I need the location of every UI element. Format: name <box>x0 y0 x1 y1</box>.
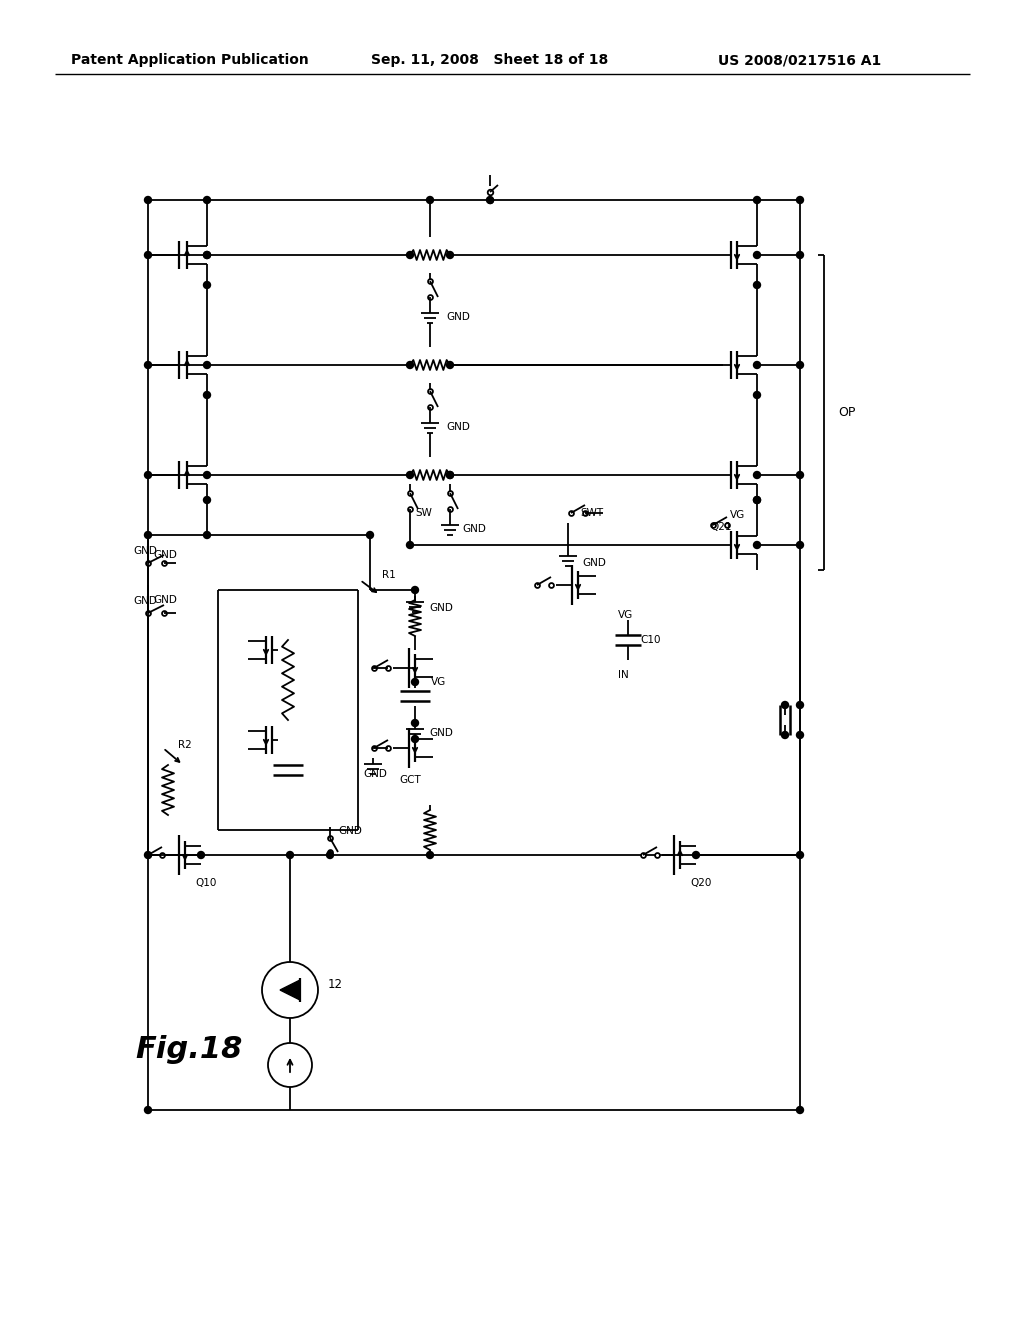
Circle shape <box>797 362 804 368</box>
Circle shape <box>781 701 788 709</box>
Circle shape <box>144 252 152 259</box>
Text: GND: GND <box>133 546 157 556</box>
Circle shape <box>204 471 211 479</box>
Circle shape <box>427 851 433 858</box>
Text: GND: GND <box>153 550 177 560</box>
Circle shape <box>412 719 419 726</box>
Circle shape <box>412 678 419 685</box>
Circle shape <box>446 471 454 479</box>
Text: GCT: GCT <box>399 775 421 785</box>
Text: GND: GND <box>133 597 157 606</box>
Circle shape <box>367 532 374 539</box>
Circle shape <box>446 362 454 368</box>
Circle shape <box>754 362 761 368</box>
Circle shape <box>754 541 761 549</box>
Circle shape <box>204 532 211 539</box>
Circle shape <box>144 532 152 539</box>
Circle shape <box>797 701 804 709</box>
Text: SW: SW <box>415 508 432 517</box>
Text: US 2008/0217516 A1: US 2008/0217516 A1 <box>719 53 882 67</box>
Text: GND: GND <box>362 770 387 779</box>
Circle shape <box>692 851 699 858</box>
Circle shape <box>797 197 804 203</box>
Circle shape <box>797 471 804 479</box>
Circle shape <box>204 252 211 259</box>
Circle shape <box>204 392 211 399</box>
Text: C10: C10 <box>640 635 660 645</box>
Circle shape <box>144 851 152 858</box>
Text: VG: VG <box>618 610 633 620</box>
Circle shape <box>754 197 761 203</box>
Text: Q20: Q20 <box>690 878 712 888</box>
Circle shape <box>144 471 152 479</box>
Circle shape <box>781 731 788 738</box>
Circle shape <box>427 197 433 203</box>
Circle shape <box>446 252 454 259</box>
Text: GND: GND <box>153 595 177 605</box>
Circle shape <box>797 851 804 858</box>
Circle shape <box>754 496 761 503</box>
Circle shape <box>797 731 804 738</box>
Circle shape <box>446 471 454 479</box>
Text: GND: GND <box>429 603 453 612</box>
Text: Patent Application Publication: Patent Application Publication <box>71 53 309 67</box>
Circle shape <box>407 362 414 368</box>
Circle shape <box>797 541 804 549</box>
Circle shape <box>407 541 414 549</box>
Circle shape <box>797 1106 804 1114</box>
Circle shape <box>287 851 294 858</box>
Circle shape <box>204 362 211 368</box>
Circle shape <box>407 471 414 479</box>
Circle shape <box>754 471 761 479</box>
Text: Q21: Q21 <box>710 521 731 532</box>
Circle shape <box>797 252 804 259</box>
Circle shape <box>754 392 761 399</box>
Text: VG: VG <box>730 510 745 520</box>
Polygon shape <box>280 979 300 1001</box>
Circle shape <box>412 735 419 742</box>
Circle shape <box>754 496 761 503</box>
Circle shape <box>198 851 205 858</box>
Circle shape <box>327 851 334 858</box>
Text: GND: GND <box>429 729 453 738</box>
Text: VG: VG <box>431 677 446 686</box>
Text: OP: OP <box>838 407 855 418</box>
Text: SWT: SWT <box>580 508 603 517</box>
Text: GND: GND <box>446 312 470 322</box>
Text: Fig.18: Fig.18 <box>135 1035 243 1064</box>
Text: IN: IN <box>618 671 629 680</box>
Circle shape <box>144 197 152 203</box>
Circle shape <box>144 1106 152 1114</box>
Circle shape <box>486 197 494 203</box>
Text: GND: GND <box>582 558 606 568</box>
Text: Sep. 11, 2008   Sheet 18 of 18: Sep. 11, 2008 Sheet 18 of 18 <box>372 53 608 67</box>
Text: GND: GND <box>338 826 361 836</box>
Text: 12: 12 <box>328 978 343 991</box>
Circle shape <box>412 586 419 594</box>
Circle shape <box>204 197 211 203</box>
Text: GND: GND <box>446 422 470 432</box>
Circle shape <box>754 252 761 259</box>
Circle shape <box>144 362 152 368</box>
Text: R2: R2 <box>178 741 191 750</box>
Text: GND: GND <box>462 524 485 535</box>
Circle shape <box>204 281 211 289</box>
Circle shape <box>407 252 414 259</box>
Circle shape <box>204 496 211 503</box>
Circle shape <box>754 281 761 289</box>
Text: Q10: Q10 <box>195 878 216 888</box>
Circle shape <box>204 252 211 259</box>
Text: R1: R1 <box>382 570 395 579</box>
